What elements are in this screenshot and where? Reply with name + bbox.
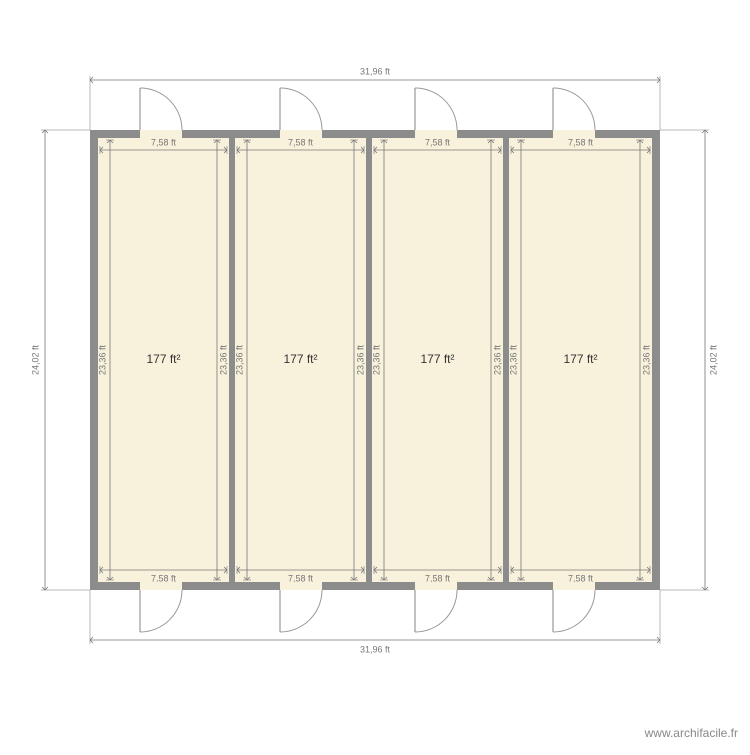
svg-text:7,58 ft: 7,58 ft <box>151 137 177 147</box>
svg-text:23,36 ft: 23,36 ft <box>97 344 107 375</box>
svg-text:31,96 ft: 31,96 ft <box>360 644 391 654</box>
door-opening <box>415 130 457 138</box>
svg-text:177 ft²: 177 ft² <box>146 352 180 366</box>
svg-text:23,36 ft: 23,36 ft <box>234 344 244 375</box>
svg-text:7,58 ft: 7,58 ft <box>425 573 451 583</box>
svg-text:23,36 ft: 23,36 ft <box>492 344 502 375</box>
door-opening <box>280 130 322 138</box>
svg-text:177 ft²: 177 ft² <box>563 352 597 366</box>
svg-text:23,36 ft: 23,36 ft <box>641 344 651 375</box>
door-opening <box>140 582 182 590</box>
svg-text:23,36 ft: 23,36 ft <box>218 344 228 375</box>
svg-text:24,02 ft: 24,02 ft <box>708 344 718 375</box>
door-opening <box>415 582 457 590</box>
svg-text:24,02 ft: 24,02 ft <box>30 344 40 375</box>
door-opening <box>140 130 182 138</box>
svg-text:7,58 ft: 7,58 ft <box>425 137 451 147</box>
svg-text:7,58 ft: 7,58 ft <box>568 137 594 147</box>
svg-text:7,58 ft: 7,58 ft <box>151 573 177 583</box>
door-opening <box>280 582 322 590</box>
watermark-text: www.archifacile.fr <box>645 726 738 740</box>
svg-text:177 ft²: 177 ft² <box>283 352 317 366</box>
svg-text:7,58 ft: 7,58 ft <box>288 137 314 147</box>
svg-text:7,58 ft: 7,58 ft <box>288 573 314 583</box>
door-opening <box>553 130 595 138</box>
svg-text:23,36 ft: 23,36 ft <box>508 344 518 375</box>
svg-text:23,36 ft: 23,36 ft <box>371 344 381 375</box>
svg-text:31,96 ft: 31,96 ft <box>360 66 391 76</box>
door-opening <box>553 582 595 590</box>
svg-text:7,58 ft: 7,58 ft <box>568 573 594 583</box>
svg-text:177 ft²: 177 ft² <box>420 352 454 366</box>
floor-plan-svg: 177 ft² 7,58 ft 7,58 ft 23,36 ft 23,36 ft 177… <box>0 0 750 750</box>
svg-text:23,36 ft: 23,36 ft <box>355 344 365 375</box>
